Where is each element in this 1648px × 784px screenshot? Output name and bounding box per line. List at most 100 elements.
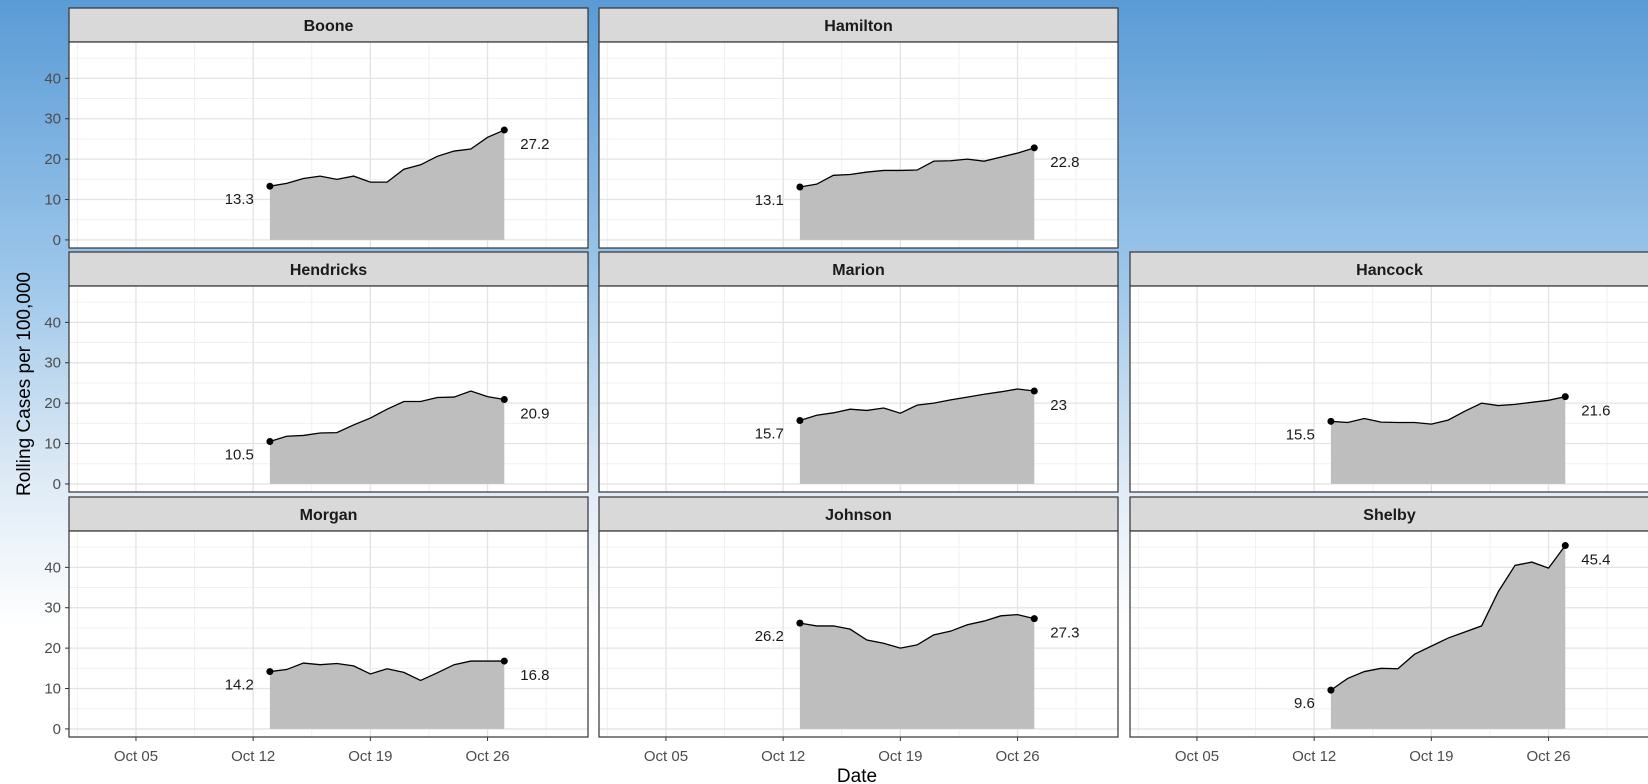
panel-border xyxy=(1129,530,1648,738)
x-tick-label: Oct 26 xyxy=(995,748,1039,765)
strip-background xyxy=(68,496,589,532)
y-tick-label: 30 xyxy=(44,600,61,617)
series-line xyxy=(799,613,1035,649)
strip-label: Morgan xyxy=(300,507,358,524)
start-value-label: 9.6 xyxy=(1294,695,1315,712)
panel-border xyxy=(68,530,589,738)
strip-label: Shelby xyxy=(1363,507,1416,524)
x-tick-label: Oct 12 xyxy=(761,748,805,765)
strip-label: Hamilton xyxy=(824,18,892,35)
panel-border xyxy=(68,41,589,249)
series-line xyxy=(269,660,505,682)
strip-background xyxy=(1129,496,1648,532)
y-tick-label: 30 xyxy=(44,355,61,372)
y-tick-label: 40 xyxy=(44,70,61,87)
start-point xyxy=(266,182,274,190)
series-line xyxy=(1330,545,1566,691)
y-tick-label: 10 xyxy=(44,681,61,698)
panel-border xyxy=(598,285,1119,493)
start-point xyxy=(1327,417,1335,425)
panel-border xyxy=(68,285,589,493)
end-point xyxy=(500,657,508,665)
end-point xyxy=(1030,615,1038,623)
series-line xyxy=(799,147,1035,188)
y-tick-label: 20 xyxy=(44,640,61,657)
x-tick-label: Oct 12 xyxy=(1292,748,1336,765)
series-line xyxy=(269,129,505,187)
panels-layer: Boone 13.3 27.2 0 10 20 30 40 Hamilton 13.1 22.8 He… xyxy=(44,7,1648,765)
end-value-label: 20.9 xyxy=(520,406,549,423)
start-value-label: 13.1 xyxy=(755,192,784,209)
strip-background xyxy=(598,496,1119,532)
strip-label: Johnson xyxy=(825,507,892,524)
x-tick-label: Oct 19 xyxy=(878,748,922,765)
x-tick-label: Oct 12 xyxy=(231,748,275,765)
panel-hancock: Hancock 15.5 21.6 xyxy=(1129,251,1648,493)
start-value-label: 10.5 xyxy=(225,447,254,464)
end-point xyxy=(1030,387,1038,395)
strip-label: Marion xyxy=(832,262,884,279)
area-fill xyxy=(799,389,1035,484)
end-value-label: 22.8 xyxy=(1050,154,1079,171)
y-tick-label: 10 xyxy=(44,436,61,453)
panel-johnson: Johnson 26.2 27.3 Oct 05 Oct 12 Oct 19 Oct 26 xyxy=(598,496,1119,765)
start-point xyxy=(796,183,804,191)
panel-morgan: Morgan 14.2 16.8 0 10 20 30 40 Oct 05 Oct 12 Oct 1… xyxy=(44,496,589,765)
end-point xyxy=(1561,393,1569,401)
end-value-label: 16.8 xyxy=(520,667,549,684)
panel-hamilton: Hamilton 13.1 22.8 xyxy=(598,7,1119,249)
start-value-label: 13.3 xyxy=(225,191,254,208)
x-axis-title: Date xyxy=(837,766,877,784)
strip-label: Hancock xyxy=(1356,262,1423,279)
panel-marion: Marion 15.7 23 xyxy=(598,251,1119,493)
y-tick-label: 20 xyxy=(44,151,61,168)
area-fill xyxy=(269,130,505,240)
y-tick-label: 40 xyxy=(44,314,61,331)
y-axis-title: Rolling Cases per 100,000 xyxy=(14,272,35,496)
y-tick-label: 0 xyxy=(53,476,61,493)
strip-background xyxy=(598,251,1119,287)
end-point xyxy=(1561,542,1569,550)
y-tick-label: 10 xyxy=(44,192,61,209)
area-fill xyxy=(269,391,505,484)
start-point xyxy=(266,668,274,676)
strip-background xyxy=(68,251,589,287)
panel-border xyxy=(598,41,1119,249)
x-tick-label: Oct 19 xyxy=(348,748,392,765)
end-value-label: 45.4 xyxy=(1581,552,1610,569)
strip-background xyxy=(68,7,589,43)
start-point xyxy=(266,438,274,446)
x-tick-label: Oct 19 xyxy=(1409,748,1453,765)
area-fill xyxy=(1330,545,1566,729)
x-tick-label: Oct 26 xyxy=(1526,748,1570,765)
y-tick-label: 0 xyxy=(53,232,61,249)
end-value-label: 27.2 xyxy=(520,136,549,153)
x-tick-label: Oct 05 xyxy=(114,748,158,765)
start-point xyxy=(796,619,804,627)
panel-hendricks: Hendricks 10.5 20.9 0 10 20 30 40 xyxy=(44,251,589,493)
area-fill xyxy=(799,614,1035,729)
panel-boone: Boone 13.3 27.2 0 10 20 30 40 xyxy=(44,7,589,249)
series-line xyxy=(1330,396,1566,425)
panel-border xyxy=(598,530,1119,738)
end-value-label: 21.6 xyxy=(1581,403,1610,420)
start-value-label: 14.2 xyxy=(225,677,254,694)
start-value-label: 26.2 xyxy=(755,628,784,645)
x-tick-label: Oct 05 xyxy=(644,748,688,765)
end-point xyxy=(1030,144,1038,152)
end-value-label: 27.3 xyxy=(1050,625,1079,642)
end-value-label: 23 xyxy=(1050,397,1067,414)
start-value-label: 15.7 xyxy=(755,426,784,443)
area-fill xyxy=(269,661,505,729)
start-point xyxy=(796,417,804,425)
y-tick-label: 40 xyxy=(44,559,61,576)
y-tick-label: 30 xyxy=(44,111,61,128)
strip-background xyxy=(1129,251,1648,287)
area-fill xyxy=(1330,396,1566,484)
strip-label: Hendricks xyxy=(290,262,367,279)
area-fill xyxy=(799,147,1035,240)
end-point xyxy=(500,396,508,404)
x-tick-label: Oct 26 xyxy=(465,748,509,765)
strip-label: Boone xyxy=(304,18,354,35)
